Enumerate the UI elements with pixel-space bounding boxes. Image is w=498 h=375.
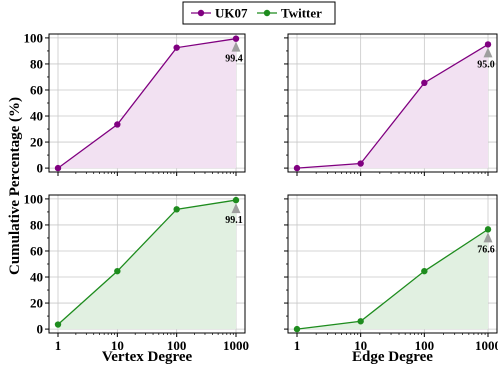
x-tick-label: 10	[111, 338, 124, 353]
x-tick-label: 100	[167, 338, 187, 353]
annotation-label: 99.4	[225, 54, 243, 65]
data-point	[114, 121, 121, 128]
y-tick-label: 80	[30, 56, 43, 71]
x-axis-label: Vertex Degree	[102, 349, 193, 365]
legend-label-uk07: UK07	[215, 6, 248, 21]
series-area	[297, 229, 488, 330]
y-tick-label: 40	[30, 109, 43, 124]
y-tick-label: 100	[24, 191, 44, 206]
data-point	[421, 267, 428, 275]
series-area	[58, 200, 236, 330]
data-point	[54, 164, 62, 172]
y-tick-label: 60	[30, 243, 43, 258]
y-tick-label: 20	[30, 135, 43, 150]
data-point	[293, 164, 301, 172]
legend-marker-uk07	[197, 9, 205, 17]
panel-bottom-left: 99.1 0 20 40 60 80 100 1 10 100 1000 Vertex Degree	[24, 191, 250, 365]
data-point	[484, 226, 492, 233]
legend-entry-twitter: Twitter	[257, 6, 322, 21]
data-point	[421, 79, 428, 87]
data-point	[173, 206, 180, 213]
annotation-arrow	[483, 232, 493, 243]
x-tick-label: 100	[415, 338, 435, 353]
panel-top-right: 95.0	[284, 33, 498, 176]
x-tick-label: 10	[354, 338, 367, 353]
y-axis-label: Cumulative Percentage (%)	[7, 97, 23, 275]
legend-entry-uk07: UK07	[191, 6, 248, 21]
y-tick-label: 80	[30, 217, 43, 232]
legend: UK07 Twitter	[182, 1, 336, 25]
series-line	[296, 43, 489, 169]
annotation-arrow	[231, 203, 241, 214]
data-point	[357, 160, 364, 167]
series-line	[57, 38, 237, 169]
data-point	[232, 35, 240, 42]
annotation-arrow	[483, 47, 493, 58]
data-point	[114, 267, 121, 275]
legend-label-twitter: Twitter	[281, 6, 322, 21]
annotation-label: 95.0	[477, 59, 495, 70]
data-point	[484, 41, 492, 48]
series-line	[296, 228, 489, 330]
legend-marker-twitter	[263, 9, 271, 17]
series-line	[57, 199, 237, 326]
x-tick-label: 1	[55, 338, 62, 353]
y-tick-label: 100	[24, 30, 44, 45]
data-point	[293, 325, 301, 333]
y-tick-label: 0	[37, 161, 44, 176]
x-axis-label: Edge Degree	[352, 349, 433, 365]
x-tick-label: 1000	[223, 338, 249, 353]
series-area	[297, 44, 488, 169]
x-tick-label: 1000	[475, 338, 498, 353]
panel-bottom-right: 76.6 1 10 100 1000 Edge Degree	[284, 194, 498, 365]
y-tick-label: 0	[37, 322, 44, 337]
data-point	[357, 318, 364, 325]
data-point	[173, 44, 180, 51]
x-tick-label: 1	[294, 338, 301, 353]
annotation-arrow	[231, 41, 241, 52]
panel-top-left: 99.4 0 20 40 60 80 100	[24, 30, 246, 176]
annotation-label: 76.6	[477, 244, 495, 255]
data-point	[232, 196, 240, 204]
y-tick-label: 60	[30, 82, 43, 97]
y-tick-label: 40	[30, 270, 43, 285]
y-tick-label: 20	[30, 296, 43, 311]
annotation-label: 99.1	[225, 215, 243, 226]
data-point	[54, 321, 62, 328]
